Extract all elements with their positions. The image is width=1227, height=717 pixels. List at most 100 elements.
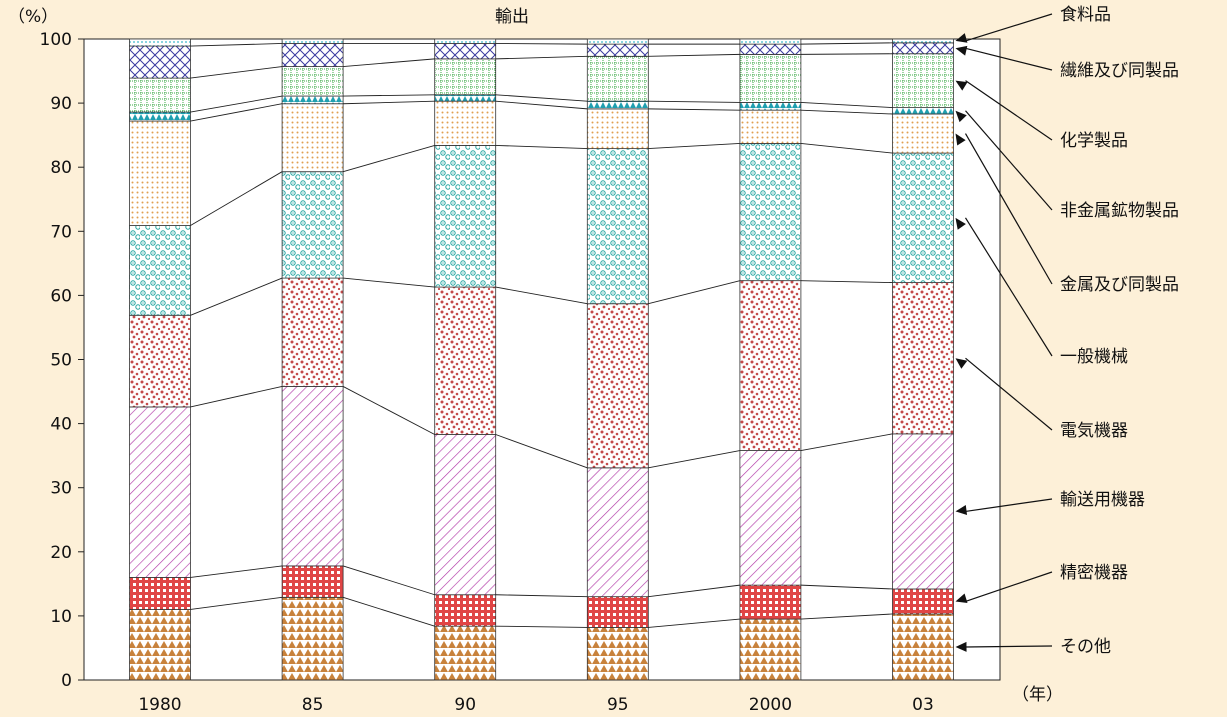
- bar-segment: [586, 108, 649, 150]
- connector-line: [190, 103, 283, 122]
- legend-arrowhead: [955, 110, 967, 123]
- connector-line: [800, 42, 893, 45]
- bar-segment: [129, 406, 191, 578]
- bar-segment: [892, 433, 954, 590]
- bar-segment: [129, 120, 191, 226]
- legend-label: 電気機器: [1060, 421, 1128, 441]
- bar-segment: [281, 38, 344, 44]
- connector-line: [800, 143, 893, 154]
- y-tick-label: 40: [50, 415, 72, 435]
- bar-segment: [892, 53, 954, 108]
- y-tick-label: 50: [50, 351, 72, 371]
- bar-segment: [739, 102, 802, 111]
- legend-arrow: [965, 498, 1053, 513]
- y-tick-label: 20: [50, 543, 72, 563]
- connector-line: [190, 277, 283, 316]
- connector-line: [190, 95, 283, 113]
- legend-label: 食料品: [1060, 5, 1111, 25]
- x-tick-label: 95: [607, 695, 629, 715]
- connector-line: [190, 385, 283, 408]
- legend-arrow: [964, 133, 1053, 285]
- bar-segment: [129, 225, 191, 316]
- bar-segment: [129, 609, 191, 681]
- connector-line: [648, 143, 740, 150]
- bar-segment: [129, 111, 191, 122]
- bar-segment: [892, 42, 954, 55]
- bar-segment: [586, 43, 649, 57]
- bar-segment: [434, 286, 497, 435]
- bar-segment: [739, 53, 802, 103]
- y-tick-label: 70: [50, 222, 72, 242]
- bar-segment: [434, 100, 497, 146]
- bar-segment: [281, 596, 344, 681]
- x-axis-unit: （年）: [1012, 685, 1063, 705]
- bar-segment: [739, 618, 802, 681]
- bar-segment: [129, 577, 191, 610]
- bar-segment: [434, 38, 497, 44]
- bar-segment: [739, 38, 802, 45]
- legend-arrowhead: [955, 593, 968, 604]
- connector-line: [495, 286, 588, 305]
- connector-line: [190, 596, 283, 610]
- connector-line: [343, 277, 435, 288]
- legend-arrow: [965, 571, 1053, 603]
- plot-area: [83, 38, 1001, 681]
- bar-segment: [739, 280, 802, 451]
- bar-segment: [434, 145, 497, 288]
- connector-line: [495, 55, 588, 60]
- bar-segment: [129, 45, 191, 79]
- connector-line: [648, 100, 740, 103]
- bar-segment: [586, 303, 649, 469]
- bar-segment: [586, 148, 649, 305]
- bar-segment: [586, 627, 649, 681]
- connector-line: [800, 109, 893, 115]
- connector-line: [342, 596, 435, 627]
- connector-line: [495, 94, 588, 102]
- bar-segment: [434, 94, 497, 102]
- legend-arrow: [965, 645, 1053, 648]
- bar-segment: [129, 77, 191, 113]
- legend-arrowhead: [955, 505, 968, 515]
- connector-line: [343, 58, 435, 68]
- connector-line: [190, 565, 283, 578]
- connector-line: [343, 94, 435, 97]
- bar-segment: [586, 467, 649, 598]
- legend-label: 化学製品: [1060, 131, 1128, 151]
- bar-segment: [892, 588, 954, 615]
- y-tick-label: 100: [40, 30, 72, 50]
- connector-line: [495, 434, 588, 469]
- connector-line: [495, 625, 588, 628]
- bar-segment: [739, 43, 802, 55]
- legend-arrowhead: [955, 80, 968, 91]
- bar-segment: [586, 596, 649, 628]
- connector-line: [495, 144, 588, 150]
- bar-segment: [739, 584, 802, 620]
- bar-segment: [739, 450, 802, 586]
- bar-segment: [892, 113, 954, 154]
- bar-segment: [129, 38, 191, 47]
- connector-line: [342, 144, 435, 173]
- y-tick-label: 0: [61, 671, 72, 691]
- bar-segment: [281, 277, 344, 387]
- bar-segment: [281, 386, 344, 567]
- connector-line: [343, 100, 435, 105]
- legend-label: 金属及び同製品: [1060, 275, 1179, 295]
- connector-line: [648, 584, 740, 598]
- legend-label: その他: [1060, 637, 1111, 657]
- connector-line: [190, 171, 283, 226]
- connector-line: [648, 108, 740, 111]
- connector-line: [495, 100, 588, 110]
- connector-line: [800, 53, 893, 55]
- bar-segment: [586, 100, 649, 110]
- connector-line: [342, 386, 435, 435]
- legend-arrowhead: [955, 133, 966, 146]
- bar-connectors: [190, 42, 893, 628]
- legend-arrow: [965, 47, 1053, 71]
- legend-arrow: [965, 80, 1053, 141]
- connector-line: [495, 43, 588, 45]
- connector-line: [648, 450, 740, 469]
- legend-label: 精密機器: [1060, 563, 1128, 583]
- y-tick-label: 80: [50, 158, 72, 178]
